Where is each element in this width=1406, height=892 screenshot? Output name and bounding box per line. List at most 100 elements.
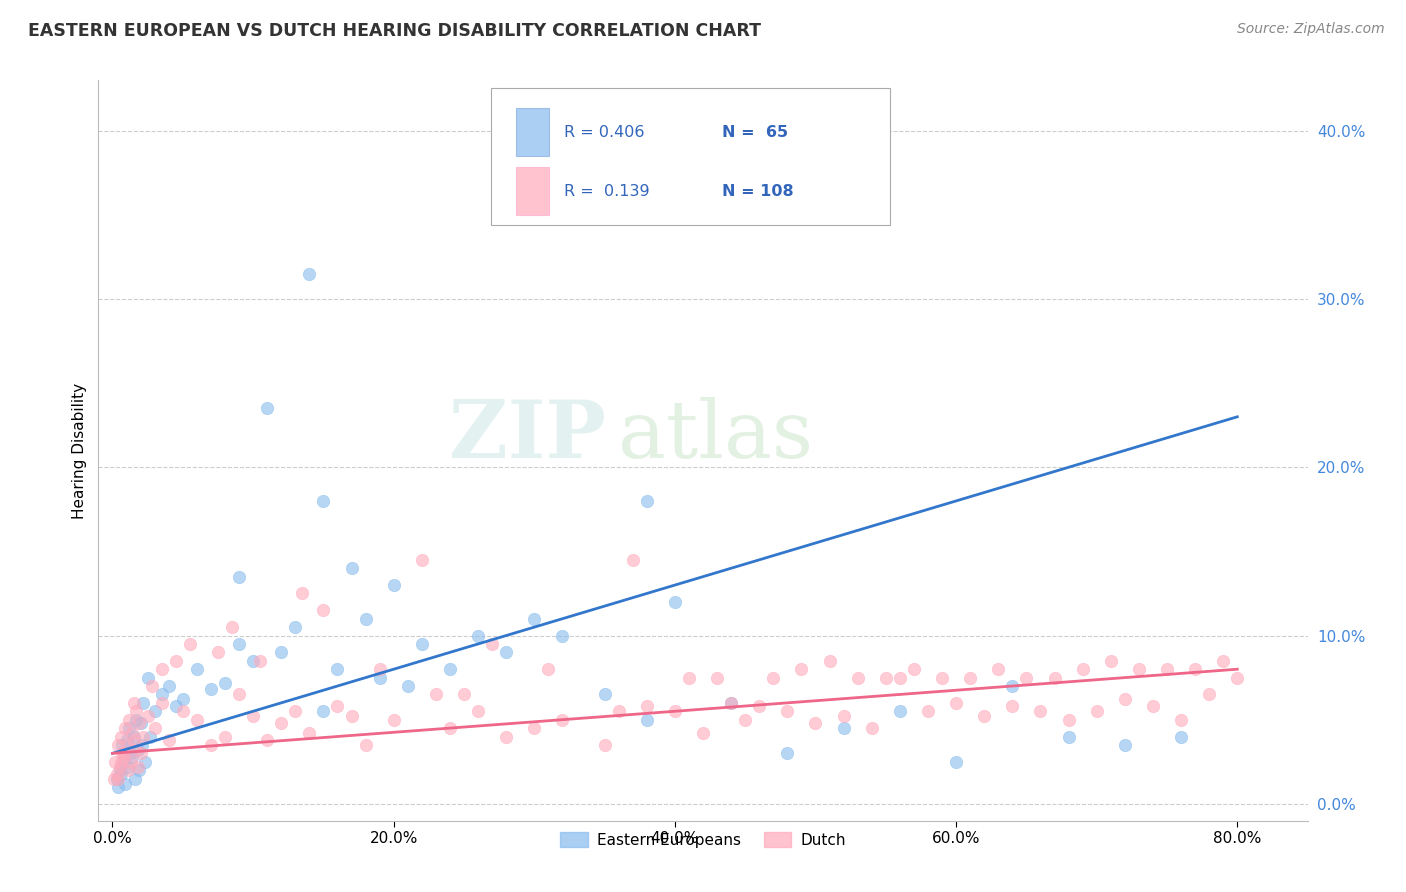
Point — [124, 743, 146, 757]
Point — [112, 755, 135, 769]
Point — [1170, 713, 1192, 727]
Point — [108, 763, 131, 777]
Point — [107, 772, 129, 786]
Point — [706, 671, 728, 685]
Y-axis label: Hearing Disability: Hearing Disability — [72, 383, 87, 518]
Point — [143, 721, 166, 735]
Point — [537, 662, 560, 676]
Point — [340, 561, 363, 575]
Point — [326, 699, 349, 714]
Point — [200, 738, 222, 752]
Point — [875, 671, 897, 685]
Point — [186, 713, 208, 727]
Point — [593, 738, 616, 752]
Point — [214, 730, 236, 744]
Point — [523, 612, 546, 626]
Point — [832, 721, 855, 735]
Point — [1043, 671, 1066, 685]
Point — [141, 679, 163, 693]
Point — [1212, 654, 1234, 668]
Point — [150, 662, 173, 676]
Point — [128, 716, 150, 731]
Point — [179, 637, 201, 651]
Point — [105, 766, 128, 780]
Point — [121, 726, 143, 740]
Point — [110, 766, 132, 780]
Point — [382, 578, 405, 592]
Point — [242, 654, 264, 668]
Point — [228, 688, 250, 702]
Point — [121, 749, 143, 764]
Point — [312, 603, 335, 617]
Point — [1071, 662, 1094, 676]
Point — [1142, 699, 1164, 714]
Point — [242, 709, 264, 723]
Point — [136, 709, 159, 723]
Point — [804, 716, 827, 731]
Point — [1085, 704, 1108, 718]
Point — [125, 704, 148, 718]
Point — [127, 760, 149, 774]
FancyBboxPatch shape — [516, 168, 550, 215]
Point — [1128, 662, 1150, 676]
Point — [298, 726, 321, 740]
Point — [284, 620, 307, 634]
Point — [120, 747, 142, 761]
Point — [790, 662, 813, 676]
Point — [118, 713, 141, 727]
Point — [678, 671, 700, 685]
Point — [111, 738, 134, 752]
Point — [122, 696, 145, 710]
Point — [110, 730, 132, 744]
Point — [115, 732, 138, 747]
Point — [107, 738, 129, 752]
Point — [734, 713, 756, 727]
Point — [127, 743, 149, 757]
Point — [270, 645, 292, 659]
Point — [551, 628, 574, 642]
Point — [453, 688, 475, 702]
Point — [354, 612, 377, 626]
Point — [1001, 679, 1024, 693]
Point — [664, 704, 686, 718]
Point — [132, 696, 155, 710]
Point — [1114, 738, 1136, 752]
Point — [917, 704, 939, 718]
Point — [411, 553, 433, 567]
Point — [117, 760, 139, 774]
Point — [150, 688, 173, 702]
Point — [720, 696, 742, 710]
Point — [551, 713, 574, 727]
Point — [228, 569, 250, 583]
Point — [117, 763, 139, 777]
Point — [256, 401, 278, 416]
Point — [973, 709, 995, 723]
Point — [312, 494, 335, 508]
Point — [1156, 662, 1178, 676]
Point — [291, 586, 314, 600]
Point — [256, 732, 278, 747]
Point — [903, 662, 925, 676]
Point — [172, 704, 194, 718]
Point — [129, 747, 152, 761]
Point — [762, 671, 785, 685]
Point — [107, 780, 129, 794]
Point — [221, 620, 243, 634]
Point — [439, 662, 461, 676]
Point — [481, 637, 503, 651]
Point — [112, 749, 135, 764]
Point — [467, 628, 489, 642]
Point — [298, 267, 321, 281]
Point — [621, 553, 644, 567]
Point — [889, 704, 911, 718]
Point — [776, 704, 799, 718]
Point — [636, 494, 658, 508]
Point — [818, 654, 841, 668]
Point — [228, 637, 250, 651]
Point — [411, 637, 433, 651]
Point — [1057, 713, 1080, 727]
Point — [115, 738, 138, 752]
Point — [636, 713, 658, 727]
Text: ZIP: ZIP — [450, 397, 606, 475]
Point — [495, 730, 517, 744]
